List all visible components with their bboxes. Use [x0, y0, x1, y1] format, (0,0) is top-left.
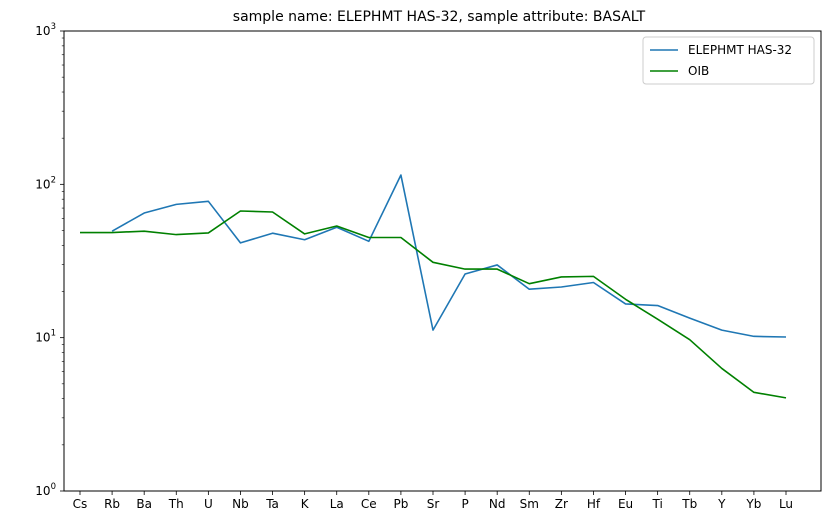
x-tick-label: Tb [681, 497, 697, 511]
series-layer [80, 174, 787, 399]
plot-frame [63, 30, 822, 492]
x-axis: Cs Rb Ba Th U Nb Ta K La Ce Pb Sr P Nd Sm Zr Hf Eu Ti Tb Y Yb… [73, 491, 793, 511]
y-tick-label: 102 [35, 175, 56, 191]
x-tick-label: Sm [520, 497, 539, 511]
x-tick-label: Eu [618, 497, 633, 511]
chart-title: sample name: ELEPHMT HAS-32, sample attr… [233, 9, 646, 25]
x-tick-label: Cs [73, 497, 88, 511]
y-tick-label: 100 [35, 482, 56, 498]
series-line-1 [80, 210, 787, 399]
x-tick-label: Ti [651, 497, 662, 511]
y-axis: 100 101 102 103 [35, 22, 64, 498]
x-tick-label: K [301, 497, 310, 511]
legend-label-0: ELEPHMT HAS-32 [688, 43, 792, 57]
x-tick-label: Yb [745, 497, 761, 511]
y-tick-label: 103 [35, 22, 56, 38]
legend: ELEPHMT HAS-32 OIB [642, 36, 815, 85]
x-tick-label: Th [168, 497, 184, 511]
x-tick-label: Pb [393, 497, 408, 511]
x-tick-label: Hf [587, 497, 601, 511]
x-tick-label: Sr [427, 497, 440, 511]
x-tick-label: La [330, 497, 344, 511]
x-tick-label: Lu [779, 497, 793, 511]
x-tick-label: Ba [136, 497, 152, 511]
x-tick-label: Zr [555, 497, 568, 511]
x-tick-label: Y [717, 497, 726, 511]
x-tick-label: Rb [104, 497, 120, 511]
x-tick-label: Nb [232, 497, 249, 511]
x-tick-label: P [461, 497, 468, 511]
legend-box [642, 36, 815, 85]
x-tick-label: Ta [265, 497, 279, 511]
y-tick-label: 101 [35, 329, 56, 345]
x-tick-label: U [204, 497, 213, 511]
x-tick-label: Ce [361, 497, 377, 511]
x-tick-label: Nd [489, 497, 506, 511]
legend-label-1: OIB [688, 64, 709, 78]
